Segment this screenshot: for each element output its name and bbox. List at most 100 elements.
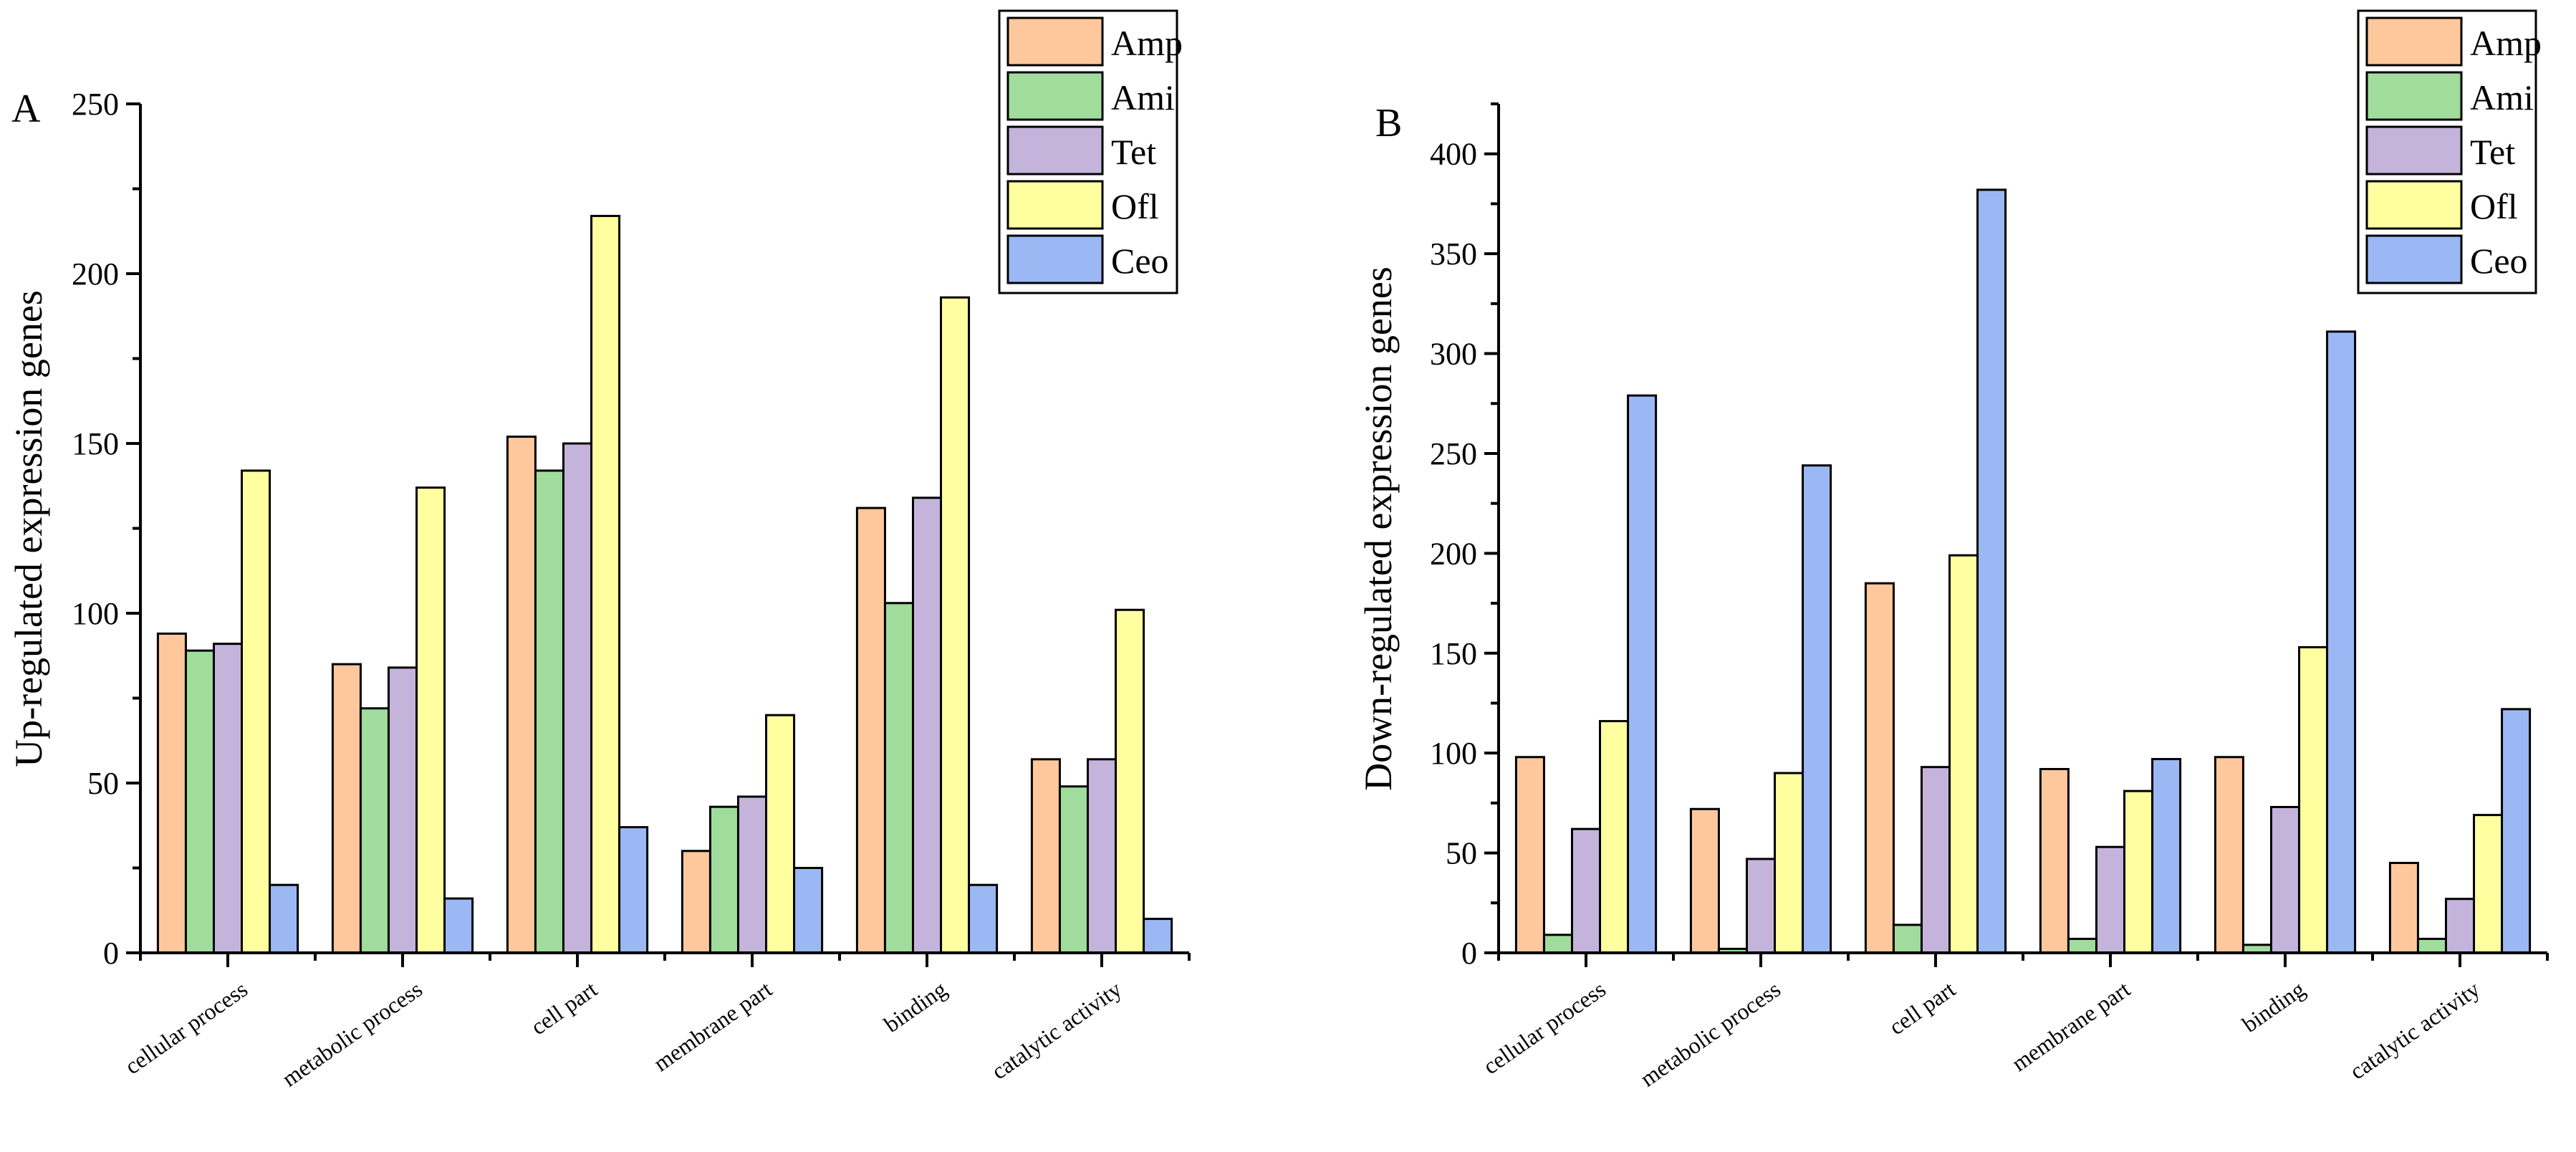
bar-tet-membrane-part (2095, 845, 2126, 954)
legend-label-tet: Tet (1111, 132, 1156, 172)
bar-tet-metabolic-process (1745, 858, 1777, 954)
legend-swatch-ami (1006, 71, 1104, 121)
bar-ami-cell-part (534, 469, 564, 954)
panel-label: B (1375, 101, 1402, 145)
bar-ami-cellular-process (1542, 933, 1573, 954)
bar-ofl-cell-part (590, 214, 621, 954)
legend-swatch-ami (2365, 71, 2463, 121)
bar-ofl-membrane-part (765, 714, 796, 954)
legend-swatch-ceo (2365, 234, 2463, 284)
bar-ofl-cellular-process (241, 469, 271, 954)
x-tick-label: catalytic activity (2345, 976, 2484, 1084)
y-tick-label: 100 (1430, 736, 1477, 771)
bar-amp-metabolic-process (331, 663, 362, 954)
x-tick-label: cellular process (120, 976, 252, 1079)
bar-tet-cell-part (562, 442, 593, 954)
y-tick-label: 400 (1430, 137, 1477, 172)
bar-tet-cellular-process (1570, 827, 1602, 954)
bar-ceo-catalytic-activity (2501, 708, 2532, 954)
y-tick-label: 150 (72, 426, 119, 461)
y-tick-label: 0 (1461, 936, 1477, 971)
legend-swatch-amp (2365, 16, 2463, 67)
legend-swatch-amp (1006, 16, 1104, 67)
y-tick-label: 250 (1430, 436, 1477, 471)
legend: Amp Ami Tet Ofl Ceo (2357, 9, 2542, 294)
legend-label-amp: Amp (1111, 23, 1183, 63)
legend-swatch-ceo (1006, 234, 1104, 284)
y-tick-label: 350 (1430, 236, 1477, 272)
chart-panel-A: 0 50 100 150 200 250 cellular process metabolic… (7, 9, 1191, 1092)
y-tick-label: 50 (87, 766, 119, 801)
bar-tet-cell-part (1920, 766, 1951, 954)
legend: Amp Ami Tet Ofl Ceo (998, 9, 1183, 294)
bar-ofl-cell-part (1948, 554, 1979, 954)
x-tick-label: cellular process (1479, 976, 1610, 1079)
bar-ceo-metabolic-process (443, 897, 474, 954)
y-tick-label: 200 (1430, 536, 1477, 571)
x-tick-label: metabolic process (277, 976, 427, 1091)
legend-label-ceo: Ceo (1111, 241, 1169, 281)
bar-amp-cell-part (1864, 582, 1895, 954)
bar-ceo-catalytic-activity (1143, 918, 1173, 954)
bar-ami-membrane-part (708, 805, 739, 954)
y-axis-title: Up-regulated expression genes (7, 290, 50, 767)
x-tick-label: binding (2237, 976, 2310, 1037)
y-tick-label: 300 (1430, 337, 1477, 372)
legend-swatch-ofl (1006, 180, 1104, 230)
bar-ami-metabolic-process (359, 707, 390, 954)
bar-ceo-binding (2326, 330, 2357, 954)
bar-tet-binding (2269, 805, 2301, 954)
bar-ofl-membrane-part (2123, 789, 2154, 954)
y-tick-label: 200 (72, 256, 119, 292)
bar-tet-metabolic-process (387, 666, 418, 954)
bar-amp-binding (855, 507, 886, 954)
legend-label-ami: Ami (1111, 77, 1175, 117)
bar-amp-cellular-process (1514, 756, 1545, 954)
bar-amp-catalytic-activity (1030, 758, 1061, 954)
x-tick-label: cell part (1884, 976, 1960, 1040)
bar-ami-cell-part (1892, 923, 1923, 954)
y-tick-label: 150 (1430, 636, 1477, 671)
bar-ceo-binding (968, 883, 999, 954)
bar-ami-membrane-part (2067, 937, 2097, 954)
legend-label-tet: Tet (2470, 132, 2515, 172)
legend-label-ofl: Ofl (2470, 186, 2518, 226)
bar-ceo-cellular-process (269, 883, 299, 954)
x-tick-label: catalytic activity (986, 976, 1126, 1084)
bar-amp-membrane-part (681, 850, 711, 954)
bar-amp-binding (2214, 756, 2244, 954)
legend-label-ofl: Ofl (1111, 186, 1159, 226)
legend-swatch-tet (2365, 125, 2463, 176)
y-axis-title: Down-regulated expression genes (1357, 267, 1400, 791)
bar-ceo-cell-part (618, 826, 649, 954)
bar-ofl-cellular-process (1599, 720, 1630, 954)
bar-ami-catalytic-activity (2416, 937, 2447, 954)
bar-tet-cellular-process (212, 643, 244, 954)
legend-label-ceo: Ceo (2470, 241, 2528, 281)
bar-tet-catalytic-activity (2444, 898, 2476, 954)
bar-ofl-binding (2298, 645, 2329, 954)
bar-amp-membrane-part (2039, 767, 2070, 954)
y-tick-label: 50 (1446, 836, 1477, 871)
bar-ceo-membrane-part (2151, 758, 2182, 954)
bar-ami-cellular-process (184, 649, 215, 954)
legend-swatch-ofl (2365, 180, 2463, 230)
bar-ceo-cell-part (1976, 188, 2007, 954)
chart-panel-B: 0 50 100 150 200 250 300 350 400 cellular process… (1357, 9, 2549, 1092)
x-tick-label: membrane part (2007, 976, 2135, 1076)
bar-amp-cell-part (506, 436, 537, 954)
bar-ami-catalytic-activity (1058, 785, 1089, 954)
x-tick-label: binding (879, 976, 951, 1037)
bar-amp-metabolic-process (1689, 807, 1720, 954)
bar-ofl-metabolic-process (1774, 772, 1804, 954)
y-tick-label: 100 (72, 596, 119, 631)
bar-ofl-catalytic-activity (2473, 814, 2504, 954)
bar-amp-cellular-process (156, 632, 187, 954)
bar-tet-membrane-part (736, 795, 768, 954)
y-tick-label: 250 (72, 87, 119, 122)
y-tick-label: 0 (103, 936, 119, 971)
bar-amp-catalytic-activity (2388, 862, 2419, 954)
bar-ceo-membrane-part (793, 867, 824, 954)
bar-ami-binding (883, 602, 914, 954)
